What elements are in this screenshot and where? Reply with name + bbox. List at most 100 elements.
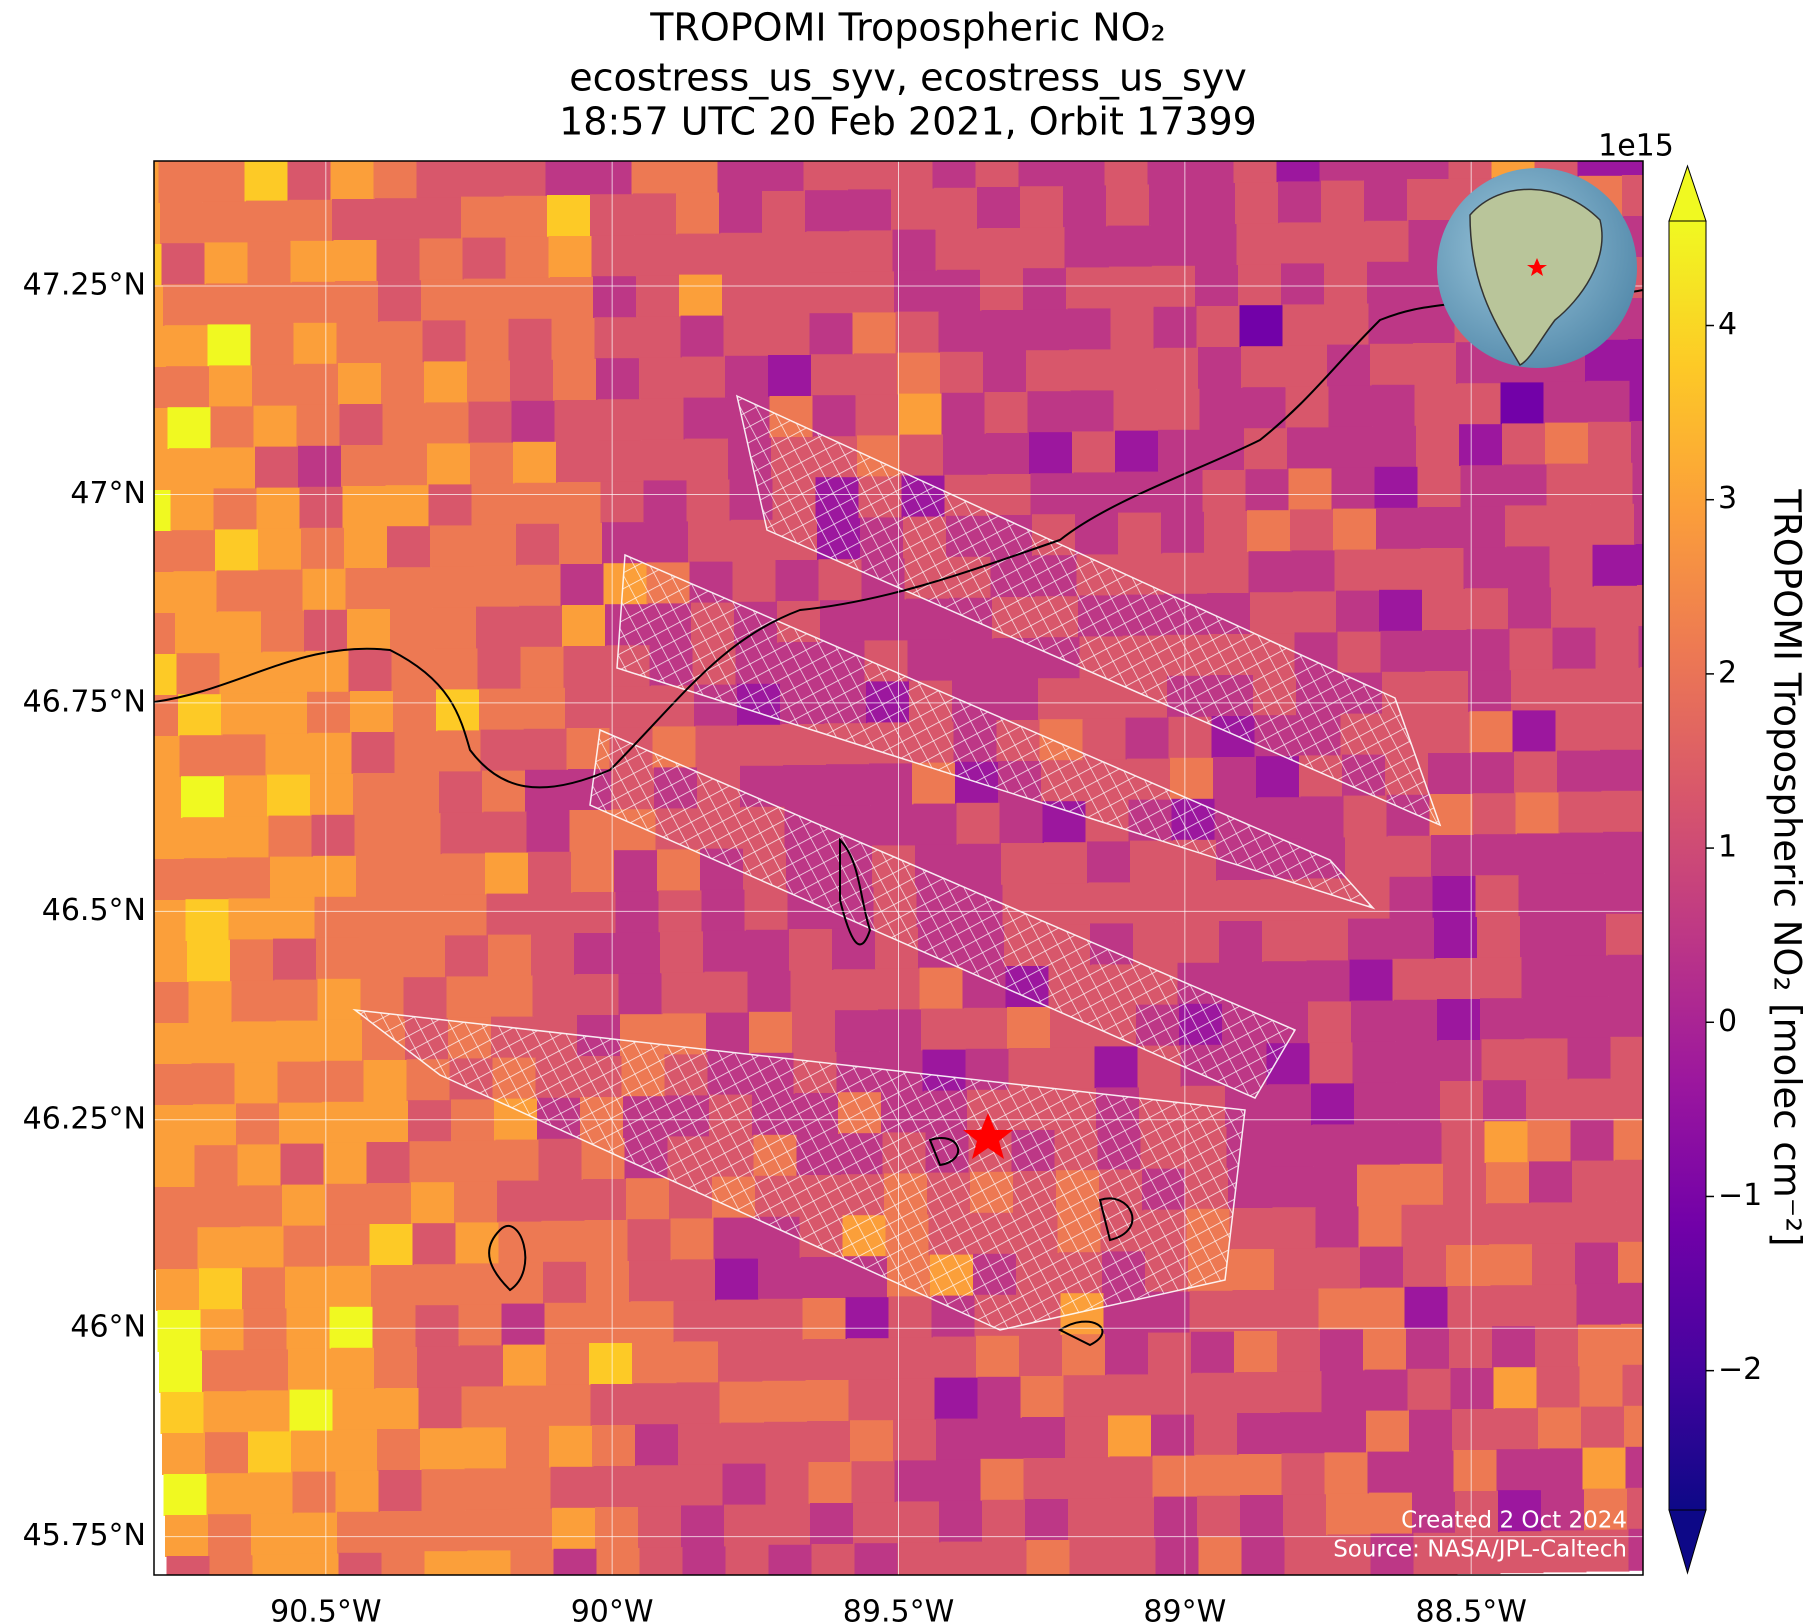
pixel xyxy=(1309,1042,1354,1085)
pixel xyxy=(811,354,855,397)
pixel xyxy=(274,979,319,1022)
pixel xyxy=(1159,470,1204,513)
pixel xyxy=(1317,1247,1361,1290)
pixel xyxy=(1367,1451,1412,1494)
pixel xyxy=(803,161,848,192)
pixel xyxy=(268,815,313,858)
pixel xyxy=(200,1309,245,1352)
pixel xyxy=(1189,1290,1234,1333)
pixel xyxy=(1443,1163,1487,1205)
pixel xyxy=(231,980,276,1023)
pixel xyxy=(373,161,418,200)
pixel xyxy=(1250,592,1294,635)
pixel xyxy=(749,1011,793,1054)
pixel xyxy=(1217,880,1262,922)
pixel xyxy=(833,969,878,1012)
pixel xyxy=(1591,503,1635,546)
pixel xyxy=(1603,831,1643,874)
pixel xyxy=(808,272,852,315)
pixel xyxy=(1008,1048,1053,1090)
pixel xyxy=(470,442,514,485)
pixel xyxy=(1067,308,1112,351)
pixel xyxy=(1637,585,1643,627)
pixel xyxy=(1334,549,1379,592)
pixel xyxy=(1638,626,1643,668)
pixel xyxy=(1506,546,1551,589)
pixel xyxy=(1413,1532,1458,1575)
pixel xyxy=(1597,667,1641,710)
pixel xyxy=(550,1466,595,1509)
pixel xyxy=(1024,309,1069,352)
pixel xyxy=(461,196,505,239)
colorbar-body xyxy=(1668,220,1707,1511)
pixel xyxy=(160,202,204,245)
pixel xyxy=(1318,99,1362,141)
pixel xyxy=(676,192,720,235)
pixel xyxy=(1524,1038,1569,1081)
pixel xyxy=(468,401,513,444)
swath xyxy=(616,553,1376,910)
pixel xyxy=(525,769,569,812)
pixel xyxy=(854,353,898,396)
pixel xyxy=(246,1390,291,1433)
pixel xyxy=(1354,1082,1398,1125)
pixel xyxy=(632,1342,676,1385)
pixel xyxy=(1404,1286,1449,1329)
colorbar-tick-label: −1 xyxy=(1718,1178,1762,1213)
pixel xyxy=(812,395,857,438)
pixel xyxy=(1256,756,1300,799)
pixel xyxy=(1170,757,1214,800)
pixel xyxy=(287,161,332,201)
pixel xyxy=(1551,586,1595,629)
pixel xyxy=(160,1392,205,1434)
pixel xyxy=(878,1009,922,1052)
pixel xyxy=(725,355,769,398)
pixel xyxy=(173,571,218,614)
pixel xyxy=(1598,708,1643,751)
pixel xyxy=(415,115,459,157)
pixel xyxy=(165,1515,209,1557)
pixel xyxy=(267,774,311,817)
pixel xyxy=(234,1062,279,1105)
pixel xyxy=(1018,161,1063,188)
pixel xyxy=(939,1500,983,1543)
pixel xyxy=(169,448,213,491)
pixel xyxy=(163,1474,208,1516)
pixel xyxy=(544,1302,589,1345)
pixel xyxy=(357,896,402,938)
pixel xyxy=(207,324,252,367)
pixel xyxy=(1193,224,1238,266)
pixel xyxy=(762,1380,807,1423)
pixel xyxy=(482,770,526,813)
pixel xyxy=(480,729,525,772)
pixel xyxy=(805,190,849,233)
pixel xyxy=(1062,1334,1106,1377)
pixel xyxy=(657,849,701,892)
pixel xyxy=(1425,671,1469,713)
pixel xyxy=(1535,1325,1579,1368)
pixel xyxy=(1419,507,1463,549)
pixel xyxy=(184,858,228,901)
pixel xyxy=(378,280,422,323)
pixel xyxy=(156,1269,200,1311)
pixel xyxy=(193,1104,237,1147)
pixel xyxy=(1151,1414,1195,1457)
pixel xyxy=(258,528,302,571)
pixel xyxy=(1626,298,1643,340)
credit: Created 2 Oct 2024 xyxy=(1401,1508,1627,1534)
pixel xyxy=(1582,1447,1627,1490)
colorbar-label: TROPOMI Tropospheric NO₂ [molec cm⁻²] xyxy=(1766,488,1809,1246)
pixel xyxy=(1472,793,1517,836)
pixel xyxy=(1278,1371,1323,1414)
pixel xyxy=(1600,749,1643,792)
pixel xyxy=(1061,161,1106,187)
pixel xyxy=(154,777,182,819)
pixel xyxy=(1373,425,1417,468)
pixel xyxy=(247,241,292,284)
pixel xyxy=(298,445,342,488)
pixel xyxy=(1446,1245,1490,1287)
pixel xyxy=(1575,1242,1619,1285)
pixel xyxy=(1262,920,1306,963)
pixel xyxy=(1628,339,1643,381)
x-tick-label: 90.5°W xyxy=(270,1595,381,1622)
